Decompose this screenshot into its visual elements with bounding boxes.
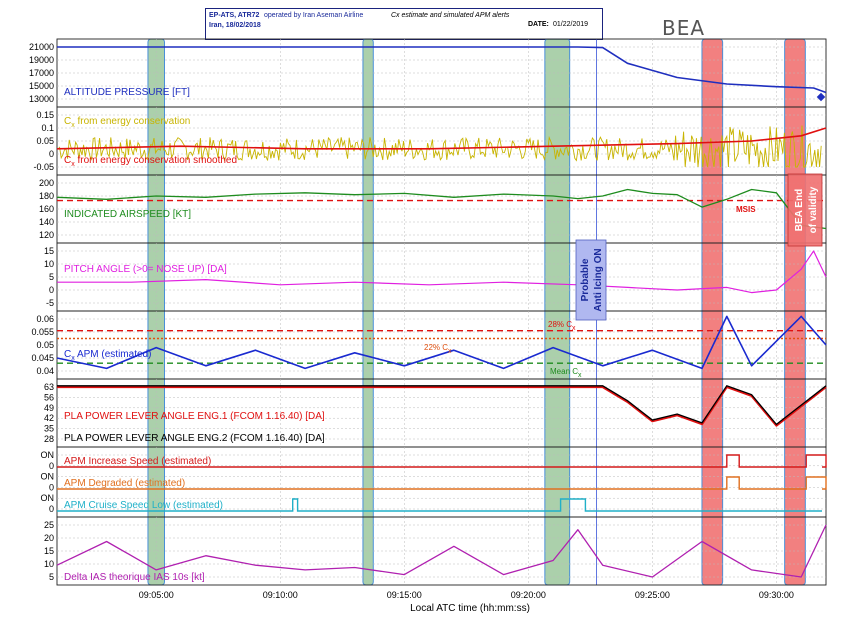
red-band xyxy=(784,38,806,586)
y-tick-label: 0.04 xyxy=(36,366,54,376)
y-tick-label: 28 xyxy=(44,434,54,444)
y-tick-label: 10 xyxy=(44,559,54,569)
y-tick-label: 63 xyxy=(44,382,54,392)
cx-apm-label: Cx APM (estimated) xyxy=(64,349,151,362)
end-validity-text: BEA End xyxy=(794,189,805,231)
altitude-line xyxy=(57,46,827,94)
chart-header: EP-ATS, ATR72 operated by Iran Aseman Ai… xyxy=(205,8,603,40)
y-tick-label: 140 xyxy=(39,217,54,227)
msis-label: MSIS xyxy=(736,205,756,214)
cx-apm-line xyxy=(56,315,827,370)
y-tick-label: 5 xyxy=(49,572,54,582)
y-tick-label: -5 xyxy=(46,298,54,308)
y-tick-label: 160 xyxy=(39,204,54,214)
end-validity-text: of validity xyxy=(808,186,819,233)
y-tick-label: 0.1 xyxy=(41,123,54,133)
cx-smoothed-label: Cx from energy conservation smoothed xyxy=(64,155,237,168)
x-axis-label: Local ATC time (hh:mm:ss) xyxy=(410,603,530,614)
y-tick-label: -0.05 xyxy=(33,162,54,172)
pla-eng1-line xyxy=(57,385,827,427)
apm-cruise-low-line xyxy=(57,498,822,512)
apm-cruise-low-label: APM Cruise Speed Low (estimated) xyxy=(64,500,223,511)
y-tick-label: 0 xyxy=(49,461,54,471)
y-tick-label: 25 xyxy=(44,520,54,530)
cx22-label: 22% Cx xyxy=(424,343,452,355)
red-band xyxy=(701,38,724,586)
y-tick-label: 0 xyxy=(49,504,54,514)
end-validity-box xyxy=(787,173,823,247)
y-tick-label: 0.15 xyxy=(36,110,54,120)
green-band xyxy=(544,38,571,586)
apm-increase-line xyxy=(57,454,827,468)
anti-icing-box xyxy=(575,239,607,321)
pitch-label: PITCH ANGLE (>0= NOSE UP) [DA] xyxy=(64,264,227,275)
y-tick-label: 15 xyxy=(44,546,54,556)
y-tick-label: 35 xyxy=(44,424,54,434)
y-tick-label: 5 xyxy=(49,272,54,282)
chart-title: Cx estimate and simulated APM alerts xyxy=(391,12,510,19)
y-tick-label: 0 xyxy=(49,285,54,295)
y-tick-label: 17000 xyxy=(29,68,54,78)
green-band xyxy=(362,38,374,586)
y-tick-label: 10 xyxy=(44,259,54,269)
y-tick-label: ON xyxy=(41,450,55,460)
header-date: 01/22/2019 xyxy=(553,21,589,28)
y-tick-label: 15 xyxy=(44,246,54,256)
y-tick-label: 19000 xyxy=(29,55,54,65)
cx-smoothed-line xyxy=(56,127,827,150)
y-tick-label: 21000 xyxy=(29,42,54,52)
x-tick-label: 09:20:00 xyxy=(511,590,546,600)
pla-eng2-line xyxy=(57,385,827,426)
y-tick-label: 0.045 xyxy=(31,353,54,363)
y-tick-label: 0 xyxy=(49,482,54,492)
anti-icing-text: Anti Icing ON xyxy=(593,248,604,311)
altitude-label: ALTITUDE PRESSURE [FT] xyxy=(64,87,190,98)
y-tick-label: 0 xyxy=(49,149,54,159)
chart-panels: 21000190001700015000130000.150.10.050-0.… xyxy=(29,38,827,600)
delta-ias-line xyxy=(56,524,827,578)
apm-degraded-line xyxy=(57,476,827,490)
header-operator: operated by Iran Aseman Airline xyxy=(264,12,364,19)
pla-eng1-label: PLA POWER LEVER ANGLE ENG.1 (FCOM 1.16.4… xyxy=(64,411,325,422)
ias-label: INDICATED AIRSPEED [KT] xyxy=(64,209,191,220)
chart-overlays: ALTITUDE PRESSURE [FT] Cx from energy con… xyxy=(64,87,823,583)
y-tick-label: 0.06 xyxy=(36,314,54,324)
cx-raw-label: Cx from energy conservation xyxy=(64,116,190,129)
y-tick-label: ON xyxy=(41,493,55,503)
y-tick-label: 42 xyxy=(44,413,54,423)
y-tick-label: 49 xyxy=(44,403,54,413)
pla-eng2-label: PLA POWER LEVER ANGLE ENG.2 (FCOM 1.16.4… xyxy=(64,433,325,444)
apm-increase-label: APM Increase Speed (estimated) xyxy=(64,456,211,467)
anti-icing-annotation: Probable Anti Icing ON xyxy=(575,239,607,321)
apm-degraded-label: APM Degraded (estimated) xyxy=(64,478,185,489)
x-tick-label: 09:10:00 xyxy=(263,590,298,600)
x-tick-label: 09:15:00 xyxy=(387,590,422,600)
header-location-date: Iran, 18/02/2018 xyxy=(209,22,261,29)
x-tick-label: 09:25:00 xyxy=(635,590,670,600)
header-aircraft: EP-ATS, ATR72 xyxy=(209,12,260,19)
bea-logo: BEA xyxy=(662,16,706,40)
y-tick-label: 15000 xyxy=(29,81,54,91)
y-tick-label: 0.055 xyxy=(31,327,54,337)
highlight-bands xyxy=(147,38,806,586)
x-tick-label: 09:30:00 xyxy=(759,590,794,600)
y-tick-label: 200 xyxy=(39,178,54,188)
header-date-label: DATE: xyxy=(528,21,549,28)
y-tick-label: 120 xyxy=(39,230,54,240)
y-tick-label: ON xyxy=(41,472,55,482)
x-tick-label: 09:05:00 xyxy=(139,590,174,600)
y-tick-label: 0.05 xyxy=(36,136,54,146)
y-tick-label: 56 xyxy=(44,392,54,402)
ias-line xyxy=(56,188,827,230)
end-validity-annotation: BEA End of validity xyxy=(787,173,823,247)
y-tick-label: 20 xyxy=(44,533,54,543)
y-tick-label: 180 xyxy=(39,191,54,201)
anti-icing-text: Probable xyxy=(580,258,591,301)
altitude-end-marker xyxy=(816,92,826,102)
y-tick-label: 0.05 xyxy=(36,340,54,350)
delta-ias-label: Delta IAS theorique IAS 10s [kt] xyxy=(64,572,205,583)
y-tick-label: 13000 xyxy=(29,94,54,104)
